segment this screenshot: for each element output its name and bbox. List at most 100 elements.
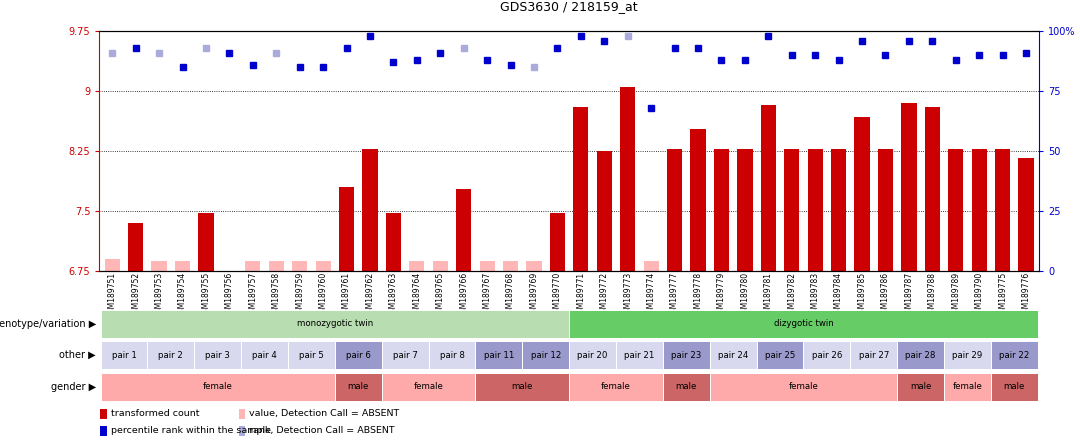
Bar bbox=[995, 149, 1010, 271]
Text: pair 1: pair 1 bbox=[111, 351, 136, 360]
Bar bbox=[620, 87, 635, 271]
Text: pair 22: pair 22 bbox=[999, 351, 1029, 360]
Text: transformed count: transformed count bbox=[111, 409, 199, 418]
Bar bbox=[199, 213, 214, 271]
Bar bbox=[991, 373, 1038, 400]
Bar bbox=[897, 341, 944, 369]
Text: male: male bbox=[348, 382, 369, 391]
Text: pair 11: pair 11 bbox=[484, 351, 514, 360]
Bar bbox=[363, 149, 378, 271]
Bar bbox=[335, 341, 381, 369]
Bar bbox=[503, 261, 518, 271]
Text: dizygotic twin: dizygotic twin bbox=[773, 319, 834, 328]
Bar bbox=[221, 271, 237, 273]
Bar bbox=[757, 341, 804, 369]
Bar bbox=[663, 373, 710, 400]
Bar bbox=[804, 341, 850, 369]
Text: female: female bbox=[953, 382, 983, 391]
Bar bbox=[714, 149, 729, 271]
Bar bbox=[596, 151, 612, 271]
Text: pair 8: pair 8 bbox=[440, 351, 464, 360]
Bar bbox=[944, 373, 991, 400]
Bar bbox=[315, 261, 330, 271]
Bar bbox=[831, 149, 847, 271]
Bar bbox=[854, 117, 869, 271]
Bar bbox=[339, 187, 354, 271]
Bar bbox=[944, 341, 991, 369]
Text: percentile rank within the sample: percentile rank within the sample bbox=[111, 426, 271, 435]
Bar bbox=[523, 341, 569, 369]
Bar bbox=[175, 261, 190, 271]
Text: pair 26: pair 26 bbox=[812, 351, 842, 360]
Bar bbox=[147, 341, 194, 369]
Bar bbox=[381, 373, 475, 400]
Bar bbox=[475, 341, 523, 369]
Text: pair 12: pair 12 bbox=[530, 351, 561, 360]
Bar bbox=[569, 373, 663, 400]
Bar bbox=[850, 341, 897, 369]
Bar bbox=[663, 341, 710, 369]
Bar bbox=[335, 373, 381, 400]
Bar bbox=[456, 189, 471, 271]
Text: pair 20: pair 20 bbox=[578, 351, 608, 360]
Bar bbox=[100, 373, 335, 400]
Bar bbox=[292, 261, 308, 271]
Bar bbox=[569, 341, 616, 369]
Text: male: male bbox=[512, 382, 534, 391]
Bar bbox=[667, 149, 683, 271]
Bar bbox=[526, 261, 542, 271]
Text: female: female bbox=[602, 382, 631, 391]
Bar bbox=[100, 341, 147, 369]
Bar bbox=[194, 341, 241, 369]
Bar bbox=[241, 341, 288, 369]
Text: pair 2: pair 2 bbox=[159, 351, 184, 360]
Bar bbox=[386, 213, 401, 271]
Text: rank, Detection Call = ABSENT: rank, Detection Call = ABSENT bbox=[249, 426, 395, 435]
Bar bbox=[239, 425, 245, 436]
Bar bbox=[129, 223, 144, 271]
Bar bbox=[924, 107, 940, 271]
Bar bbox=[569, 310, 1038, 337]
Bar bbox=[710, 341, 757, 369]
Bar bbox=[100, 408, 107, 419]
Text: female: female bbox=[203, 382, 232, 391]
Bar bbox=[878, 149, 893, 271]
Text: gender ▶: gender ▶ bbox=[51, 382, 96, 392]
Bar bbox=[480, 261, 495, 271]
Text: male: male bbox=[1003, 382, 1025, 391]
Text: female: female bbox=[788, 382, 819, 391]
Text: pair 27: pair 27 bbox=[859, 351, 889, 360]
Text: pair 24: pair 24 bbox=[718, 351, 748, 360]
Bar bbox=[948, 149, 963, 271]
Bar bbox=[100, 425, 107, 436]
Bar bbox=[475, 373, 569, 400]
Bar bbox=[105, 259, 120, 271]
Text: GDS3630 / 218159_at: GDS3630 / 218159_at bbox=[500, 0, 638, 13]
Text: pair 6: pair 6 bbox=[346, 351, 370, 360]
Bar bbox=[1018, 158, 1034, 271]
Bar bbox=[808, 149, 823, 271]
Text: pair 4: pair 4 bbox=[252, 351, 276, 360]
Text: pair 5: pair 5 bbox=[299, 351, 324, 360]
Bar bbox=[239, 408, 245, 419]
Bar bbox=[710, 373, 897, 400]
Bar bbox=[644, 261, 659, 271]
Text: pair 28: pair 28 bbox=[905, 351, 935, 360]
Bar bbox=[573, 107, 589, 271]
Bar bbox=[784, 149, 799, 271]
Bar bbox=[100, 310, 569, 337]
Text: pair 3: pair 3 bbox=[205, 351, 230, 360]
Text: pair 7: pair 7 bbox=[393, 351, 418, 360]
Bar bbox=[245, 261, 260, 271]
Bar bbox=[381, 341, 429, 369]
Bar bbox=[902, 103, 917, 271]
Bar bbox=[616, 341, 663, 369]
Bar bbox=[897, 373, 944, 400]
Bar bbox=[433, 261, 448, 271]
Text: genotype/variation ▶: genotype/variation ▶ bbox=[0, 319, 96, 329]
Bar bbox=[738, 149, 753, 271]
Text: male: male bbox=[910, 382, 931, 391]
Bar bbox=[429, 341, 475, 369]
Text: pair 21: pair 21 bbox=[624, 351, 654, 360]
Bar bbox=[409, 261, 424, 271]
